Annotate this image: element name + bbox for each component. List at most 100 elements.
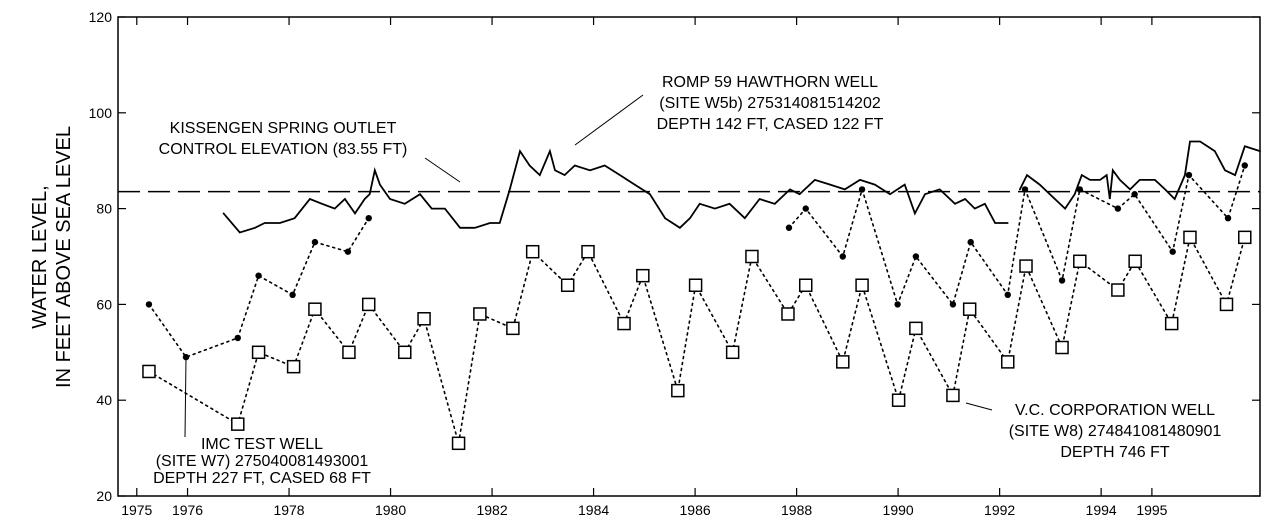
point: [398, 345, 412, 360]
point: [251, 345, 266, 360]
point: [365, 214, 372, 222]
point: [1004, 291, 1011, 299]
point: [142, 364, 156, 379]
pointer: [965, 402, 993, 411]
point: [145, 301, 153, 308]
point: [286, 359, 301, 374]
point: [1076, 186, 1084, 193]
point: [342, 345, 356, 360]
plot-frame: [117, 16, 1261, 497]
point: [909, 321, 923, 336]
pointer: [574, 94, 644, 146]
point: [289, 291, 296, 299]
x-tick-label: 1982: [476, 502, 507, 518]
pointer: [184, 357, 187, 438]
point: [785, 224, 793, 231]
x-tick-label: 1978: [273, 502, 304, 518]
point: [671, 383, 685, 398]
point: [525, 244, 540, 259]
y-tick-label: 120: [89, 9, 113, 25]
point: [688, 278, 703, 292]
annotation: (SITE W8) 274841081480901: [1009, 423, 1222, 440]
x-tick-label: 1976: [172, 502, 203, 518]
x-tick-label: 1986: [680, 502, 711, 518]
point: [473, 307, 487, 321]
y-tick-label: 80: [96, 201, 112, 217]
point: [1238, 230, 1252, 245]
point: [344, 248, 352, 255]
point: [949, 301, 957, 308]
point: [1021, 186, 1029, 193]
point: [255, 272, 262, 279]
point: [1183, 230, 1197, 245]
annotation: KISSENGEN SPRING OUTLET: [170, 120, 397, 137]
x-tick-label: 1988: [781, 502, 812, 518]
annotation: (SITE W5b) 275314081514202: [659, 95, 881, 112]
point: [855, 278, 869, 292]
point: [1164, 316, 1179, 331]
x-tick-label: 1975: [121, 502, 152, 518]
point: [1055, 340, 1069, 355]
point: [798, 278, 813, 292]
point: [962, 302, 977, 316]
point: [451, 436, 466, 451]
point: [1131, 191, 1138, 198]
x-tick-label: 1994: [1086, 502, 1117, 518]
point: [967, 238, 974, 246]
point: [725, 345, 740, 360]
point: [894, 301, 901, 308]
x-tick-label: 1992: [984, 502, 1015, 518]
annotation: CONTROL ELEVATION (83.55 FT): [159, 141, 408, 158]
y-tick-label: 20: [96, 488, 112, 504]
point: [361, 297, 376, 312]
point: [839, 253, 846, 260]
point: [891, 393, 906, 407]
point: [234, 334, 241, 342]
point: [802, 205, 809, 212]
y-axis-label: WATER LEVEL, IN FEET ABOVE SEA LEVEL: [29, 126, 75, 388]
point: [636, 268, 650, 283]
x-tick-label: 1984: [578, 502, 609, 518]
annotation: V.C. CORPORATION WELL: [1015, 402, 1215, 419]
pointer: [424, 157, 461, 183]
point: [506, 321, 520, 336]
y-axis-label-line: WATER LEVEL,: [29, 185, 51, 328]
point: [182, 353, 190, 361]
point: [912, 253, 920, 260]
point: [231, 417, 245, 431]
point: [1224, 214, 1232, 222]
point: [946, 388, 960, 403]
y-tick-label: 100: [89, 105, 113, 121]
point: [836, 355, 850, 369]
annotation: IMC TEST WELL: [201, 436, 323, 453]
annotation: ROMP 59 HAWTHORN WELL: [662, 74, 878, 91]
point: [1241, 162, 1248, 169]
point: [1019, 259, 1033, 273]
y-tick-label: 40: [96, 392, 112, 408]
y-tick-label: 60: [96, 296, 112, 312]
x-tick-label: 1995: [1136, 502, 1167, 518]
point: [308, 302, 322, 316]
point: [1128, 254, 1142, 269]
series-line: [148, 217, 370, 359]
point: [560, 278, 575, 292]
point: [745, 249, 759, 264]
annotation: DEPTH 142 FT, CASED 122 FT: [657, 116, 884, 133]
point: [311, 238, 319, 246]
series-line: [788, 164, 1246, 307]
point: [417, 312, 431, 326]
point: [1058, 277, 1066, 284]
point: [617, 316, 631, 331]
point: [1169, 248, 1176, 255]
series-line: [222, 148, 1009, 234]
point: [1185, 171, 1193, 179]
point: [581, 244, 595, 259]
point: [1073, 254, 1087, 269]
x-tick-label: 1980: [375, 502, 406, 518]
point: [1000, 355, 1015, 369]
y-axis-label-line: IN FEET ABOVE SEA LEVEL: [53, 126, 75, 388]
point: [1111, 283, 1125, 297]
point: [781, 307, 795, 321]
annotation: DEPTH 746 FT: [1060, 444, 1170, 461]
